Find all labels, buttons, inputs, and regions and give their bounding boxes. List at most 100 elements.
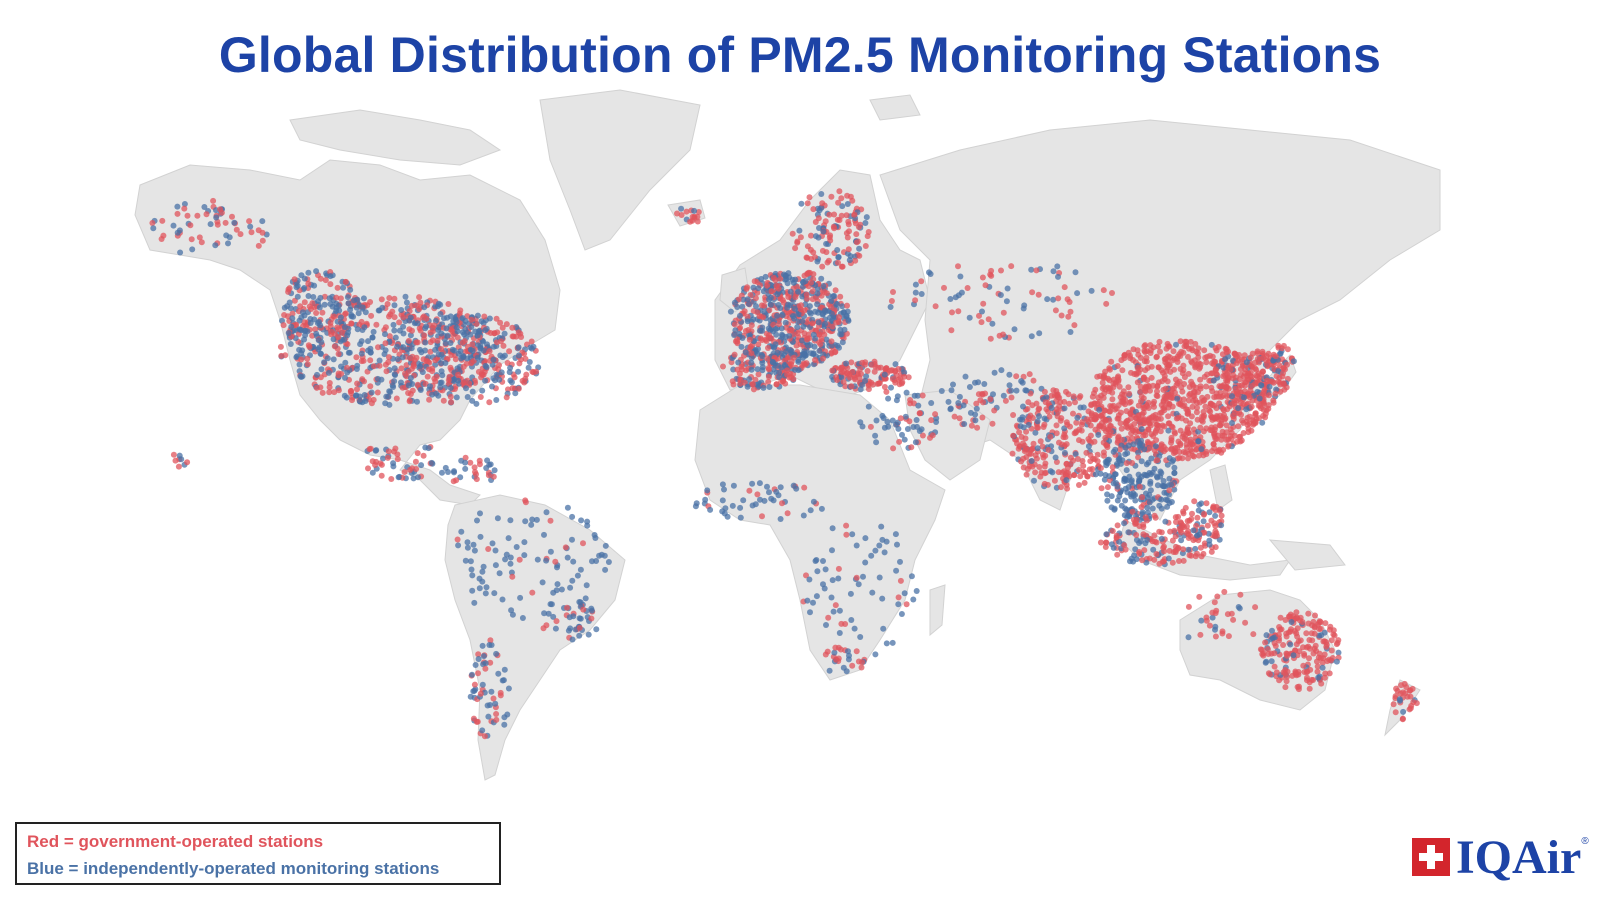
station-dot [493, 371, 500, 378]
station-dot [742, 349, 749, 356]
station-dot [1275, 368, 1282, 374]
station-dot [327, 319, 334, 326]
station-dot [1063, 441, 1070, 448]
station-dot [1042, 399, 1049, 406]
station-dot [490, 356, 497, 363]
station-dot [894, 541, 900, 548]
station-dot [457, 307, 464, 314]
station-dot [213, 214, 220, 221]
station-dot [475, 651, 482, 658]
station-dot [1123, 420, 1129, 427]
station-dot [836, 607, 843, 614]
station-dot [344, 369, 351, 376]
station-dot [376, 357, 383, 364]
station-dot [493, 397, 500, 403]
station-dot [833, 374, 840, 381]
station-dot [968, 422, 975, 429]
station-dot [1181, 374, 1188, 381]
station-dot [978, 319, 985, 326]
station-dot [856, 245, 863, 252]
station-dot [1042, 452, 1049, 459]
station-dot [1204, 522, 1211, 529]
station-dot [1020, 440, 1026, 447]
station-dot [1041, 388, 1048, 395]
station-dot [1017, 416, 1023, 423]
station-dot [1061, 284, 1068, 291]
station-dot [482, 665, 489, 672]
station-dot [474, 354, 481, 361]
station-dot [399, 384, 406, 391]
station-dot [1039, 443, 1046, 450]
station-dot [439, 469, 445, 476]
station-dot [1224, 611, 1231, 618]
station-dot [1168, 481, 1175, 488]
station-dot [775, 492, 782, 499]
station-dot [1311, 630, 1318, 637]
station-dot [396, 327, 403, 334]
station-dot [895, 425, 902, 432]
station-dot [1147, 387, 1153, 394]
station-dot [1198, 617, 1205, 624]
station-dot [719, 481, 726, 488]
station-dot [339, 329, 346, 336]
station-dot [481, 733, 488, 740]
station-dot [1061, 449, 1068, 456]
station-dot [1262, 410, 1269, 417]
station-dot [948, 387, 955, 394]
station-dot [1116, 457, 1123, 464]
station-dot [737, 504, 744, 511]
station-dot [1322, 620, 1329, 627]
station-dot [1101, 476, 1108, 483]
station-dot [901, 590, 908, 597]
station-dot [1166, 547, 1173, 554]
station-dot [982, 390, 989, 397]
station-dot [795, 288, 802, 295]
station-dot [817, 341, 824, 348]
station-dot [888, 384, 894, 391]
station-dot [330, 356, 337, 363]
station-dot [1154, 382, 1161, 389]
station-dot [317, 322, 324, 329]
station-dot [490, 473, 497, 480]
station-dot [950, 381, 956, 388]
station-dot [348, 320, 355, 327]
station-dot [469, 572, 476, 579]
station-dot [294, 282, 301, 289]
station-dot [1101, 374, 1108, 381]
station-dot [730, 482, 737, 489]
station-dot [1236, 433, 1243, 440]
station-dot [515, 385, 522, 392]
station-dot [1273, 669, 1280, 676]
station-dot [196, 234, 203, 241]
station-dot [810, 271, 817, 278]
station-dot [1096, 406, 1103, 413]
station-dot [774, 291, 781, 298]
station-dot [837, 331, 844, 338]
station-dot [203, 211, 210, 218]
station-dot [1125, 384, 1132, 391]
station-dot [892, 361, 899, 368]
station-dot [1050, 268, 1057, 275]
station-dot [1310, 677, 1317, 683]
station-dot [1070, 410, 1076, 417]
station-dot [843, 212, 850, 219]
station-dot [493, 650, 500, 657]
station-dot [893, 567, 900, 574]
station-dot [1194, 514, 1201, 521]
station-dot [444, 314, 451, 321]
station-dot [373, 321, 380, 328]
station-dot [1294, 633, 1301, 640]
station-dot [403, 362, 410, 369]
station-dot [830, 608, 837, 615]
station-dot [833, 656, 840, 663]
station-dot [1335, 649, 1342, 656]
station-dot [1207, 402, 1214, 409]
station-dot [1203, 614, 1210, 621]
station-dot [748, 350, 755, 357]
station-dot [1229, 401, 1236, 407]
africa-land [694, 384, 946, 681]
station-dot [1258, 405, 1264, 412]
station-dot [813, 233, 819, 240]
station-dot [528, 345, 535, 352]
